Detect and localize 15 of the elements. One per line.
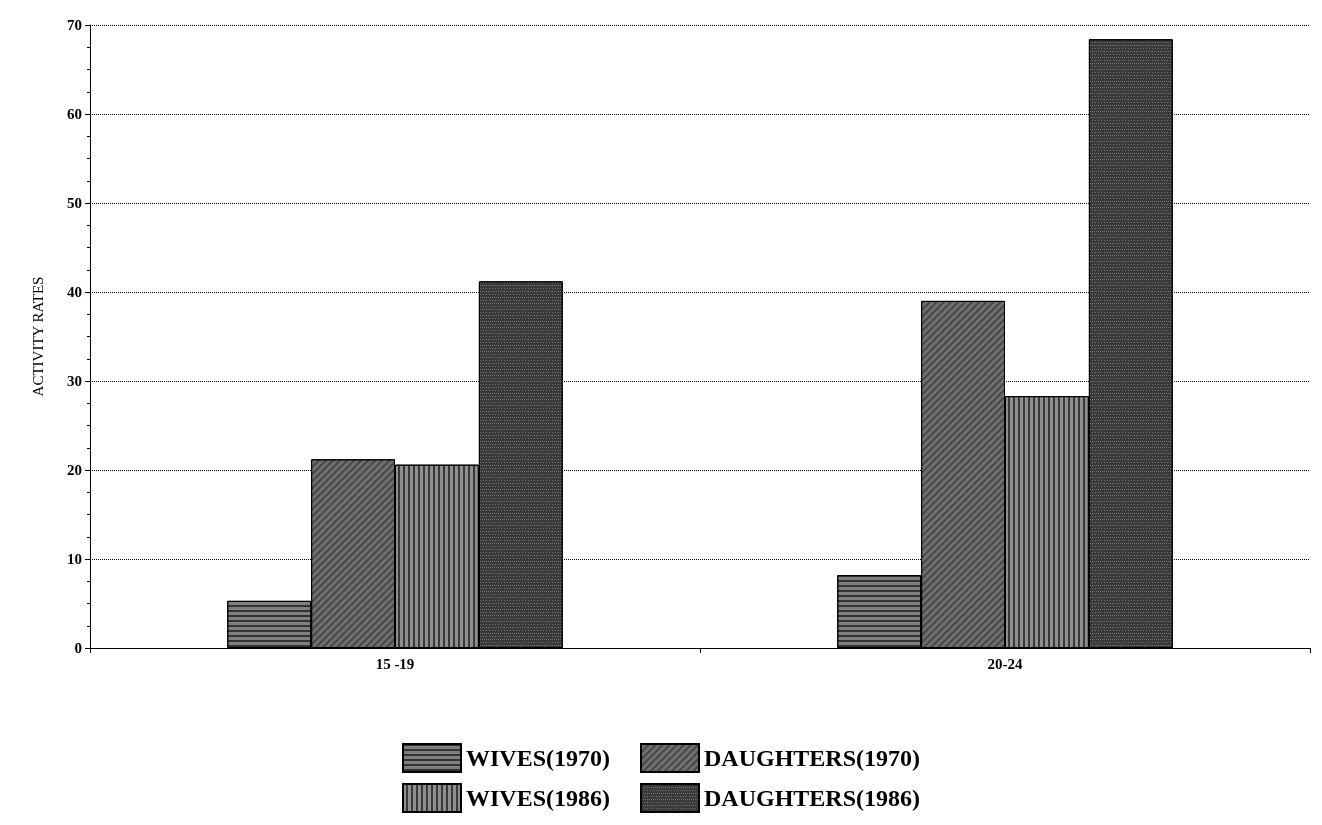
y-tick-label: 0 bbox=[74, 640, 82, 656]
y-axis-title: ACTIVITY RATES bbox=[29, 276, 46, 397]
y-tick-label: 60 bbox=[67, 106, 82, 122]
legend-label: DAUGHTERS(1970) bbox=[704, 745, 921, 771]
y-tick-label: 10 bbox=[67, 551, 82, 567]
y-tick-label: 30 bbox=[67, 373, 82, 389]
x-tick-label: 20-24 bbox=[987, 655, 1023, 672]
y-tick-label: 70 bbox=[67, 17, 82, 33]
legend-label: DAUGHTERS(1986) bbox=[704, 785, 921, 811]
x-tick-label: 15 -19 bbox=[375, 655, 415, 672]
y-tick-label: 40 bbox=[67, 284, 82, 300]
legend-label: WIVES(1986) bbox=[465, 785, 610, 811]
legend-label: WIVES(1970) bbox=[465, 745, 610, 771]
y-tick-label: 20 bbox=[67, 462, 82, 478]
y-tick-label: 50 bbox=[67, 195, 82, 211]
